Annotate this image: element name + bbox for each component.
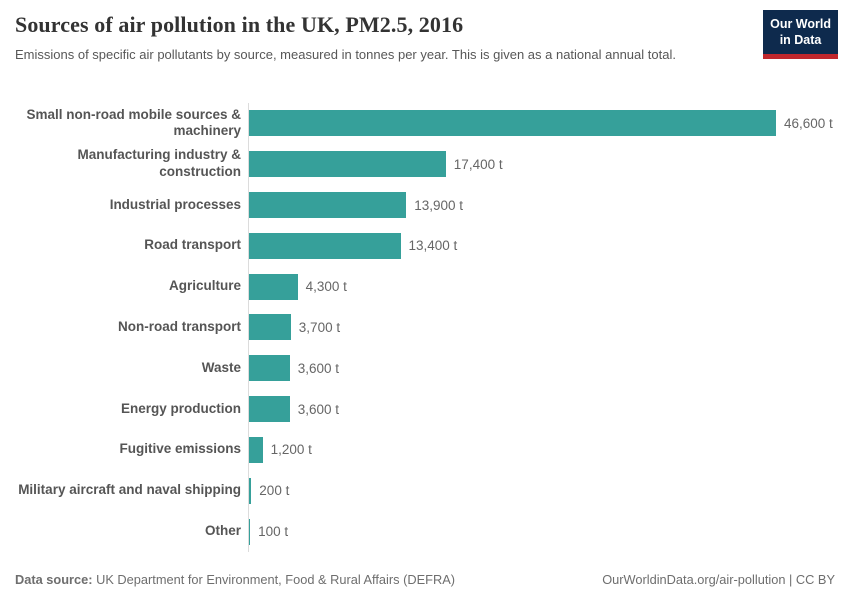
bar-other[interactable] [249,518,251,545]
chart-row: Fugitive emissions 1,200 t [15,429,835,471]
owid-logo[interactable]: Our World in Data [763,10,838,59]
owid-logo-line1: Our World [770,17,831,31]
plot-area: 200 t [248,470,835,512]
chart-title: Sources of air pollution in the UK, PM2.… [15,12,464,37]
chart-row: Manufacturing industry & construction 17,… [15,143,835,185]
value-label: 46,600 t [784,115,833,131]
category-label: Military aircraft and naval shipping [18,482,241,498]
plot-area: 1,200 t [248,429,835,471]
bar-manufacturing-industry-construction[interactable] [249,151,446,178]
value-label: 3,600 t [297,401,339,417]
plot-area: 13,900 t [248,184,835,226]
owid-logo-line2: in Data [779,33,822,48]
bar-chart: Small non-road mobile sources & machiner… [15,103,835,552]
chart-row: Waste 3,600 t [15,347,835,389]
bar-energy-production[interactable] [249,396,290,423]
chart-header: Sources of air pollution in the UK, PM2.… [15,12,750,65]
chart-row: Other 100 t [15,511,835,552]
bar-fugitive-emissions[interactable] [249,436,263,463]
value-label: 1,200 t [270,442,312,458]
chart-row: Energy production 3,600 t [15,388,835,430]
value-label: 13,900 t [414,197,463,213]
bar-agriculture[interactable] [249,273,298,300]
plot-area: 3,600 t [248,388,835,430]
bar-road-transport[interactable] [249,232,401,259]
category-label: Other [204,523,241,539]
bar-small-non-road-mobile-sources-machinery[interactable] [249,110,776,137]
data-source-label: Data source: [15,572,93,587]
plot-area: 46,600 t [248,103,835,144]
bar-chart-rows: Small non-road mobile sources & machiner… [15,103,835,552]
value-label: 100 t [258,524,289,540]
plot-area: 4,300 t [248,266,835,308]
chart-row: Industrial processes 13,900 t [15,184,835,226]
plot-area: 17,400 t [248,143,835,185]
value-label: 3,600 t [297,360,339,376]
category-label: Agriculture [168,278,241,294]
plot-area: 3,600 t [248,347,835,389]
category-label: Manufacturing industry & construction [77,147,241,180]
category-label: Industrial processes [109,196,241,212]
value-label: 200 t [259,483,290,499]
owid-url-license[interactable]: OurWorldinData.org/air-pollution | CC BY [602,572,835,587]
chart-footer: Data source: UK Department for Environme… [15,572,835,587]
value-label: 3,700 t [298,319,341,335]
chart-row: Military aircraft and naval shipping 200 … [15,470,835,512]
bar-military-aircraft-and-naval-shipping[interactable] [249,477,252,504]
plot-area: 13,400 t [248,225,835,267]
category-label: Energy production [120,400,241,416]
value-label: 13,400 t [408,238,458,254]
data-source-note: Data source: UK Department for Environme… [15,572,455,587]
chart-row: Small non-road mobile sources & machiner… [15,103,835,144]
chart-row: Road transport 13,400 t [15,225,835,267]
category-label: Road transport [144,237,241,253]
value-label: 17,400 t [453,156,503,172]
chart-row: Agriculture 4,300 t [15,266,835,308]
category-label: Non-road transport [118,319,241,335]
category-label: Waste [201,359,241,375]
bar-waste[interactable] [249,355,290,382]
category-label: Small non-road mobile sources & machiner… [26,106,241,139]
bar-industrial-processes[interactable] [249,192,407,219]
plot-area: 100 t [248,511,835,552]
bar-non-road-transport[interactable] [249,314,291,341]
value-label: 4,300 t [305,279,347,295]
plot-area: 3,700 t [248,307,835,348]
data-source-text: UK Department for Environment, Food & Ru… [96,572,456,587]
category-label: Fugitive emissions [119,441,241,457]
chart-subtitle: Emissions of specific air pollutants by … [15,47,676,62]
chart-row: Non-road transport 3,700 t [15,307,835,348]
